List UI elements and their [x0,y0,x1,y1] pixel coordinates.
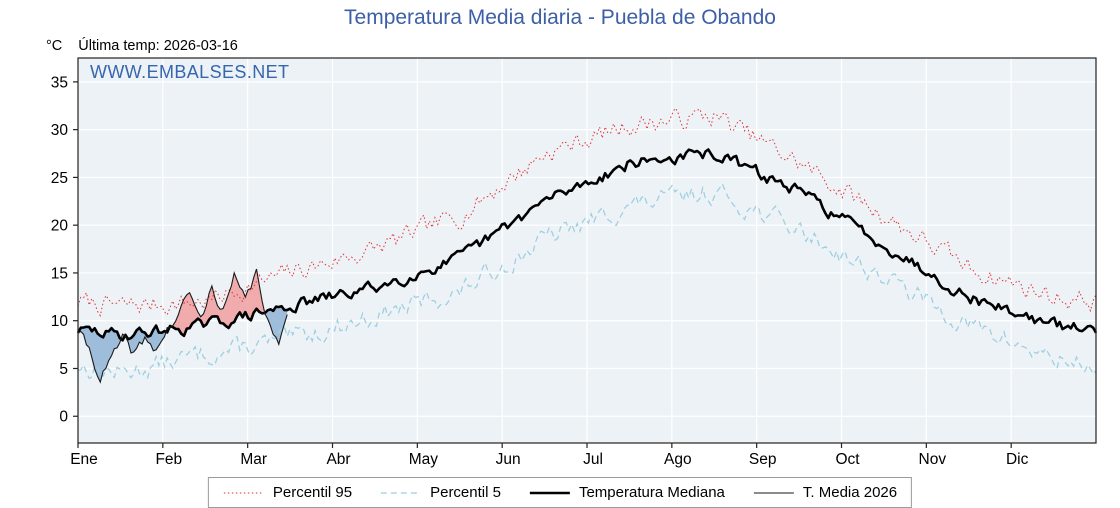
y-tick-label: 20 [51,218,69,235]
x-tick-label: Oct [835,451,860,468]
legend-item: Percentil 95 [223,484,352,501]
legend-swatch-1 [223,492,264,493]
legend-label: Temperatura Mediana [578,484,725,501]
x-tick-label: Dic [1006,451,1029,468]
series-temperatura-mediana [76,148,1098,342]
x-tick-label: Ago [664,451,692,468]
legend-swatch-4 [753,491,794,494]
x-tick-label: Feb [155,451,182,468]
legend-swatch-2 [381,491,422,494]
y-tick-label: 15 [51,265,68,282]
legend-item: Temperatura Mediana [529,484,725,501]
x-tick-label: Mar [240,451,267,468]
chart-title: Temperatura Media diaria - Puebla de Oba… [344,6,776,29]
series-percentil-5 [77,182,1097,380]
x-tick-label: Abr [326,451,350,468]
legend-label: T. Media 2026 [802,484,898,501]
last-temp-label: Última temp: 2026-03-16 [78,38,238,54]
fill-below-median [264,306,288,345]
y-tick-label: 10 [51,313,69,330]
legend-label: Percentil 5 [430,484,501,501]
legend-item: T. Media 2026 [753,484,897,501]
series-percentil-95 [77,107,1097,318]
top-annotation: °C Última temp: 2026-03-16 [46,38,238,54]
x-tick-label: Jul [583,451,603,468]
x-tick-label: Jun [496,451,521,468]
y-tick-label: 25 [51,170,68,187]
legend-swatch-3 [529,491,570,494]
fill-below-median [80,326,123,383]
legend-label: Percentil 95 [272,484,353,501]
y-tick-label: 5 [59,361,68,378]
legend: Percentil 95 Percentil 5 Temperatura Media… [207,477,913,508]
y-tick-label: 0 [59,409,68,426]
y-tick-label: 35 [51,74,68,91]
x-tick-label: Sep [749,451,777,468]
y-axis-unit-label: °C [46,38,63,54]
x-tick-label: Nov [919,451,947,468]
x-tick-label: Ene [70,451,98,468]
y-tick-label: 30 [51,122,69,139]
x-tick-label: May [409,451,439,468]
legend-item: Percentil 5 [380,484,501,501]
watermark: WWW.EMBALSES.NET [90,62,290,82]
series-t-media-2026 [77,268,288,384]
